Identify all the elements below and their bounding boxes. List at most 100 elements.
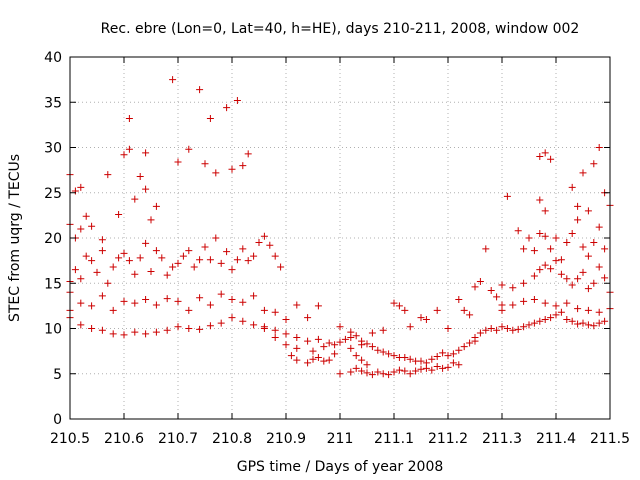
data-point — [260, 306, 268, 314]
x-tick-label: 210.5 — [50, 431, 90, 447]
data-point — [228, 165, 236, 173]
data-point — [552, 302, 560, 310]
data-point — [401, 367, 409, 375]
data-point — [536, 229, 544, 237]
data-point — [358, 337, 366, 345]
data-point — [250, 321, 258, 329]
data-point — [541, 232, 549, 240]
data-point — [88, 325, 96, 332]
data-point — [77, 183, 85, 191]
data-point — [395, 302, 403, 310]
data-point — [212, 234, 220, 242]
data-point — [482, 245, 490, 253]
data-point — [433, 306, 441, 314]
data-point — [131, 328, 139, 336]
data-point — [417, 365, 425, 373]
data-point — [98, 247, 106, 255]
data-point — [142, 185, 150, 193]
data-point — [568, 183, 576, 191]
data-point — [136, 254, 144, 262]
data-point — [104, 171, 112, 179]
data-point — [557, 256, 565, 264]
y-tick-label: 20 — [44, 231, 62, 247]
data-point — [460, 343, 468, 351]
data-point — [541, 261, 549, 269]
data-point — [320, 343, 328, 351]
y-tick-label: 0 — [53, 412, 62, 428]
data-point — [331, 350, 339, 358]
y-tick-label: 15 — [44, 276, 62, 292]
data-point — [109, 330, 117, 338]
data-point — [239, 298, 247, 306]
x-tick-label: 211 — [327, 431, 354, 447]
data-point — [228, 314, 236, 322]
data-point — [417, 314, 425, 322]
data-point — [503, 325, 511, 332]
y-tick-label: 25 — [44, 186, 62, 202]
data-point — [217, 259, 225, 267]
data-point — [590, 160, 598, 168]
data-point — [125, 145, 133, 153]
data-point — [422, 359, 430, 367]
data-point — [185, 325, 193, 332]
y-axis-label: STEC from uqrg / TECUs — [7, 154, 23, 322]
data-point — [444, 363, 452, 371]
data-point — [379, 326, 387, 334]
data-point — [514, 227, 522, 235]
y-tick-label: 35 — [44, 95, 62, 111]
data-point — [233, 256, 241, 264]
data-point — [120, 331, 128, 339]
data-point — [152, 202, 160, 210]
data-point — [584, 306, 592, 314]
data-point — [152, 328, 160, 336]
data-point — [385, 350, 393, 358]
data-point — [449, 359, 457, 367]
data-point — [352, 332, 360, 340]
data-point — [363, 361, 371, 369]
data-point — [455, 346, 463, 354]
data-point — [536, 266, 544, 274]
data-point — [304, 314, 312, 322]
data-point — [293, 301, 301, 309]
data-point — [498, 323, 506, 331]
data-point — [547, 314, 555, 322]
data-point — [201, 160, 209, 168]
data-point — [563, 239, 571, 247]
data-point — [374, 368, 382, 376]
data-point — [336, 370, 344, 378]
data-point — [266, 241, 274, 249]
x-tick-label: 211.4 — [536, 431, 576, 447]
data-point — [260, 325, 268, 332]
data-point — [449, 350, 457, 358]
data-point — [579, 319, 587, 327]
axis-ticks: 210.5 210.6 210.7 210.8 210.9 211 211.1 211.2 21… — [44, 50, 630, 447]
data-point — [341, 335, 349, 343]
data-point — [98, 326, 106, 334]
data-point — [77, 275, 85, 283]
data-point — [358, 356, 366, 364]
x-tick-label: 210.7 — [158, 431, 198, 447]
data-point — [174, 259, 182, 267]
x-tick-label: 210.6 — [104, 431, 144, 447]
data-point — [390, 299, 398, 307]
data-point — [185, 306, 193, 314]
data-point — [574, 202, 582, 210]
data-point — [574, 320, 582, 328]
y-tick-label: 40 — [44, 50, 62, 66]
x-tick-label: 211.1 — [374, 431, 414, 447]
data-point — [476, 329, 484, 337]
data-point — [228, 266, 236, 274]
data-point — [509, 326, 517, 334]
data-point — [455, 361, 463, 369]
data-point — [476, 277, 484, 285]
data-point — [71, 187, 79, 195]
data-point — [557, 308, 565, 316]
data-point — [120, 249, 128, 257]
data-point — [563, 299, 571, 307]
data-point — [422, 315, 430, 323]
data-point — [595, 223, 603, 231]
data-point — [109, 263, 117, 271]
data-point — [88, 257, 96, 265]
data-point — [520, 297, 528, 305]
data-point — [406, 323, 414, 331]
